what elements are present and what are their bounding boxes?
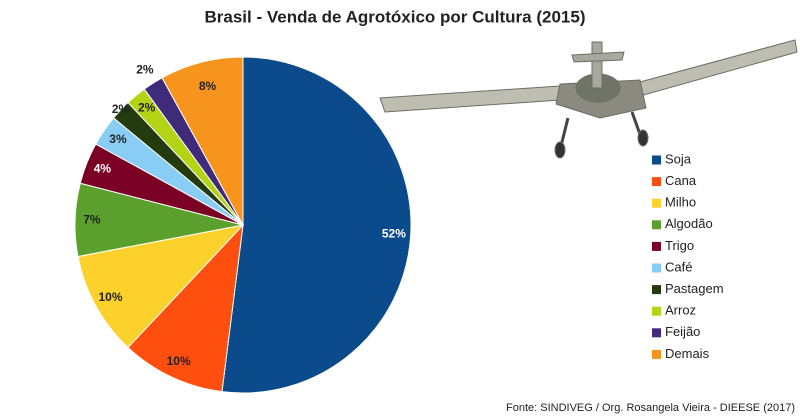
data-label: 2% — [136, 63, 154, 77]
legend-label: Trigo — [665, 238, 694, 253]
legend-swatch — [652, 306, 661, 316]
legend-swatch — [652, 220, 661, 230]
pie-slice — [221, 56, 412, 394]
legend-label: Demais — [665, 346, 710, 361]
data-label: 7% — [83, 212, 101, 226]
legend-swatch — [652, 241, 661, 251]
pie-slice — [127, 223, 244, 393]
legend-label: Cana — [665, 173, 697, 188]
legend-label: Algodão — [665, 216, 713, 231]
legend-swatch — [652, 198, 661, 208]
data-label: 2% — [112, 102, 130, 116]
pie-slice — [161, 56, 244, 226]
legend-label: Arroz — [665, 303, 696, 318]
chart-title: Brasil - Venda de Agrotóxico por Cultura… — [204, 7, 585, 26]
legend-label: Feijão — [665, 324, 700, 339]
legend-swatch — [652, 349, 661, 359]
legend-swatch — [652, 285, 661, 295]
source-note: Fonte: SINDIVEG / Org. Rosangela Vieira … — [506, 402, 795, 414]
legend-swatch — [652, 155, 661, 165]
legend-label: Café — [665, 259, 692, 274]
pie-slice — [77, 224, 245, 349]
legend-label: Soja — [665, 151, 692, 166]
data-label: 4% — [94, 162, 112, 176]
data-label: 8% — [199, 79, 217, 93]
legend-swatch — [652, 177, 661, 187]
data-label: 2% — [138, 101, 156, 115]
airplane-illustration — [379, 39, 798, 159]
data-label: 52% — [382, 227, 406, 241]
data-label: 10% — [98, 290, 122, 304]
data-label: 10% — [167, 354, 191, 368]
legend-label: Milho — [665, 195, 696, 210]
legend-swatch — [652, 328, 661, 338]
data-label: 3% — [109, 132, 127, 146]
legend-swatch — [652, 263, 661, 273]
legend-label: Pastagem — [665, 281, 724, 296]
